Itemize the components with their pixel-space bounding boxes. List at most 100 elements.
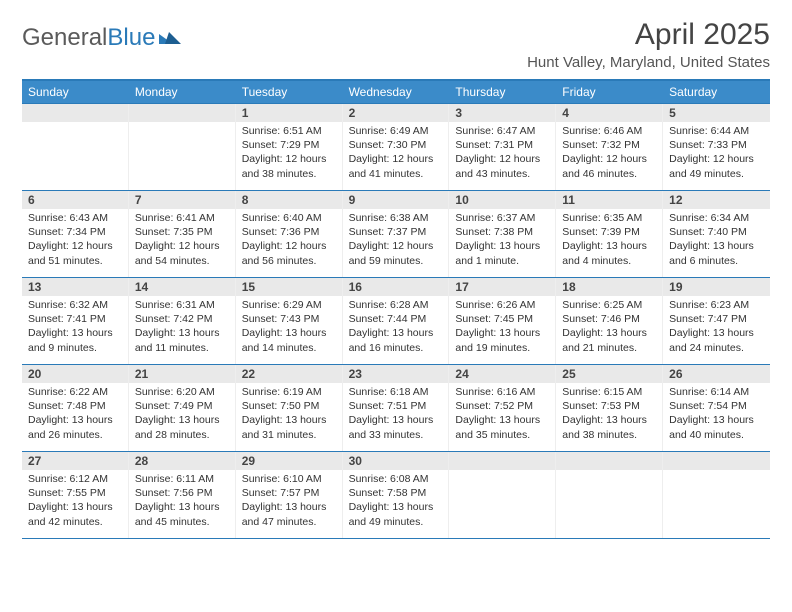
day-body: Sunrise: 6:22 AMSunset: 7:48 PMDaylight:… [22, 383, 128, 446]
day-sunrise: Sunrise: 6:19 AM [242, 385, 336, 399]
label-sunset: Sunset: [455, 226, 494, 238]
day-cell: 10Sunrise: 6:37 AMSunset: 7:38 PMDayligh… [449, 191, 556, 277]
day-sunrise: Sunrise: 6:14 AM [669, 385, 764, 399]
label-sunset: Sunset: [669, 226, 708, 238]
label-sunrise: Sunrise: [242, 386, 283, 398]
day-sunrise: Sunrise: 6:51 AM [242, 124, 336, 138]
day-sunset: Sunset: 7:41 PM [28, 312, 122, 326]
day-daylight: Daylight: 13 hours and 21 minutes. [562, 326, 656, 354]
week-row: 6Sunrise: 6:43 AMSunset: 7:34 PMDaylight… [22, 190, 770, 277]
day-body: Sunrise: 6:20 AMSunset: 7:49 PMDaylight:… [129, 383, 235, 446]
day-sunset: Sunset: 7:52 PM [455, 399, 549, 413]
day-number: 29 [236, 452, 342, 470]
day-sunrise: Sunrise: 6:40 AM [242, 211, 336, 225]
day-cell: 9Sunrise: 6:38 AMSunset: 7:37 PMDaylight… [343, 191, 450, 277]
label-sunset: Sunset: [242, 226, 281, 238]
value-sunset: 7:30 PM [387, 139, 426, 151]
day-number: 21 [129, 365, 235, 383]
value-sunrise: 6:41 AM [176, 212, 215, 224]
day-sunrise: Sunrise: 6:37 AM [455, 211, 549, 225]
day-sunrise: Sunrise: 6:22 AM [28, 385, 122, 399]
day-daylight: Daylight: 13 hours and 47 minutes. [242, 500, 336, 528]
day-body: Sunrise: 6:44 AMSunset: 7:33 PMDaylight:… [663, 122, 770, 185]
day-body: Sunrise: 6:51 AMSunset: 7:29 PMDaylight:… [236, 122, 342, 185]
day-sunrise: Sunrise: 6:38 AM [349, 211, 443, 225]
day-sunset: Sunset: 7:55 PM [28, 486, 122, 500]
label-sunset: Sunset: [562, 313, 601, 325]
day-daylight: Daylight: 13 hours and 26 minutes. [28, 413, 122, 441]
day-number [449, 452, 555, 470]
label-sunset: Sunset: [455, 139, 494, 151]
value-sunrise: 6:28 AM [390, 299, 429, 311]
label-daylight: Daylight: [349, 414, 393, 426]
day-cell: 18Sunrise: 6:25 AMSunset: 7:46 PMDayligh… [556, 278, 663, 364]
day-sunset: Sunset: 7:49 PM [135, 399, 229, 413]
value-sunset: 7:42 PM [173, 313, 212, 325]
day-number: 10 [449, 191, 555, 209]
label-sunrise: Sunrise: [135, 386, 176, 398]
day-sunrise: Sunrise: 6:08 AM [349, 472, 443, 486]
day-sunset: Sunset: 7:58 PM [349, 486, 443, 500]
day-sunset: Sunset: 7:36 PM [242, 225, 336, 239]
value-sunrise: 6:34 AM [711, 212, 750, 224]
day-cell: 12Sunrise: 6:34 AMSunset: 7:40 PMDayligh… [663, 191, 770, 277]
day-number: 11 [556, 191, 662, 209]
day-body: Sunrise: 6:11 AMSunset: 7:56 PMDaylight:… [129, 470, 235, 533]
day-daylight: Daylight: 12 hours and 54 minutes. [135, 239, 229, 267]
label-daylight: Daylight: [28, 501, 72, 513]
day-cell: 28Sunrise: 6:11 AMSunset: 7:56 PMDayligh… [129, 452, 236, 538]
label-sunset: Sunset: [669, 139, 708, 151]
day-sunrise: Sunrise: 6:23 AM [669, 298, 764, 312]
label-sunset: Sunset: [242, 487, 281, 499]
value-sunrise: 6:19 AM [283, 386, 322, 398]
day-number: 9 [343, 191, 449, 209]
value-sunrise: 6:10 AM [283, 473, 322, 485]
label-sunset: Sunset: [349, 487, 388, 499]
day-cell [22, 104, 129, 190]
day-cell: 26Sunrise: 6:14 AMSunset: 7:54 PMDayligh… [663, 365, 770, 451]
dayname-cell: Saturday [663, 81, 770, 103]
value-sunrise: 6:47 AM [497, 125, 536, 137]
day-number: 15 [236, 278, 342, 296]
day-sunrise: Sunrise: 6:16 AM [455, 385, 549, 399]
day-cell: 8Sunrise: 6:40 AMSunset: 7:36 PMDaylight… [236, 191, 343, 277]
value-sunset: 7:36 PM [280, 226, 319, 238]
label-sunrise: Sunrise: [242, 125, 283, 137]
label-daylight: Daylight: [562, 414, 606, 426]
day-daylight: Daylight: 13 hours and 6 minutes. [669, 239, 764, 267]
day-number: 7 [129, 191, 235, 209]
day-daylight: Daylight: 12 hours and 41 minutes. [349, 152, 443, 180]
value-sunrise: 6:38 AM [390, 212, 429, 224]
value-sunset: 7:47 PM [708, 313, 747, 325]
label-daylight: Daylight: [349, 501, 393, 513]
label-sunrise: Sunrise: [242, 473, 283, 485]
day-cell: 2Sunrise: 6:49 AMSunset: 7:30 PMDaylight… [343, 104, 450, 190]
day-cell: 24Sunrise: 6:16 AMSunset: 7:52 PMDayligh… [449, 365, 556, 451]
day-sunrise: Sunrise: 6:11 AM [135, 472, 229, 486]
day-cell [663, 452, 770, 538]
day-body: Sunrise: 6:43 AMSunset: 7:34 PMDaylight:… [22, 209, 128, 272]
label-sunset: Sunset: [669, 313, 708, 325]
value-sunset: 7:50 PM [280, 400, 319, 412]
day-sunset: Sunset: 7:38 PM [455, 225, 549, 239]
label-sunrise: Sunrise: [669, 212, 710, 224]
label-daylight: Daylight: [562, 327, 606, 339]
day-body: Sunrise: 6:25 AMSunset: 7:46 PMDaylight:… [556, 296, 662, 359]
label-sunrise: Sunrise: [28, 212, 69, 224]
day-sunrise: Sunrise: 6:20 AM [135, 385, 229, 399]
value-sunset: 7:45 PM [494, 313, 533, 325]
day-sunrise: Sunrise: 6:34 AM [669, 211, 764, 225]
value-sunrise: 6:44 AM [711, 125, 750, 137]
day-sunrise: Sunrise: 6:31 AM [135, 298, 229, 312]
day-body: Sunrise: 6:49 AMSunset: 7:30 PMDaylight:… [343, 122, 449, 185]
value-sunset: 7:37 PM [387, 226, 426, 238]
day-body: Sunrise: 6:34 AMSunset: 7:40 PMDaylight:… [663, 209, 770, 272]
label-daylight: Daylight: [135, 501, 179, 513]
value-sunrise: 6:15 AM [604, 386, 643, 398]
logo: GeneralBlue [22, 18, 181, 52]
day-number: 22 [236, 365, 342, 383]
label-sunrise: Sunrise: [349, 212, 390, 224]
value-sunrise: 6:11 AM [176, 473, 214, 485]
day-sunset: Sunset: 7:40 PM [669, 225, 764, 239]
label-sunset: Sunset: [28, 487, 67, 499]
